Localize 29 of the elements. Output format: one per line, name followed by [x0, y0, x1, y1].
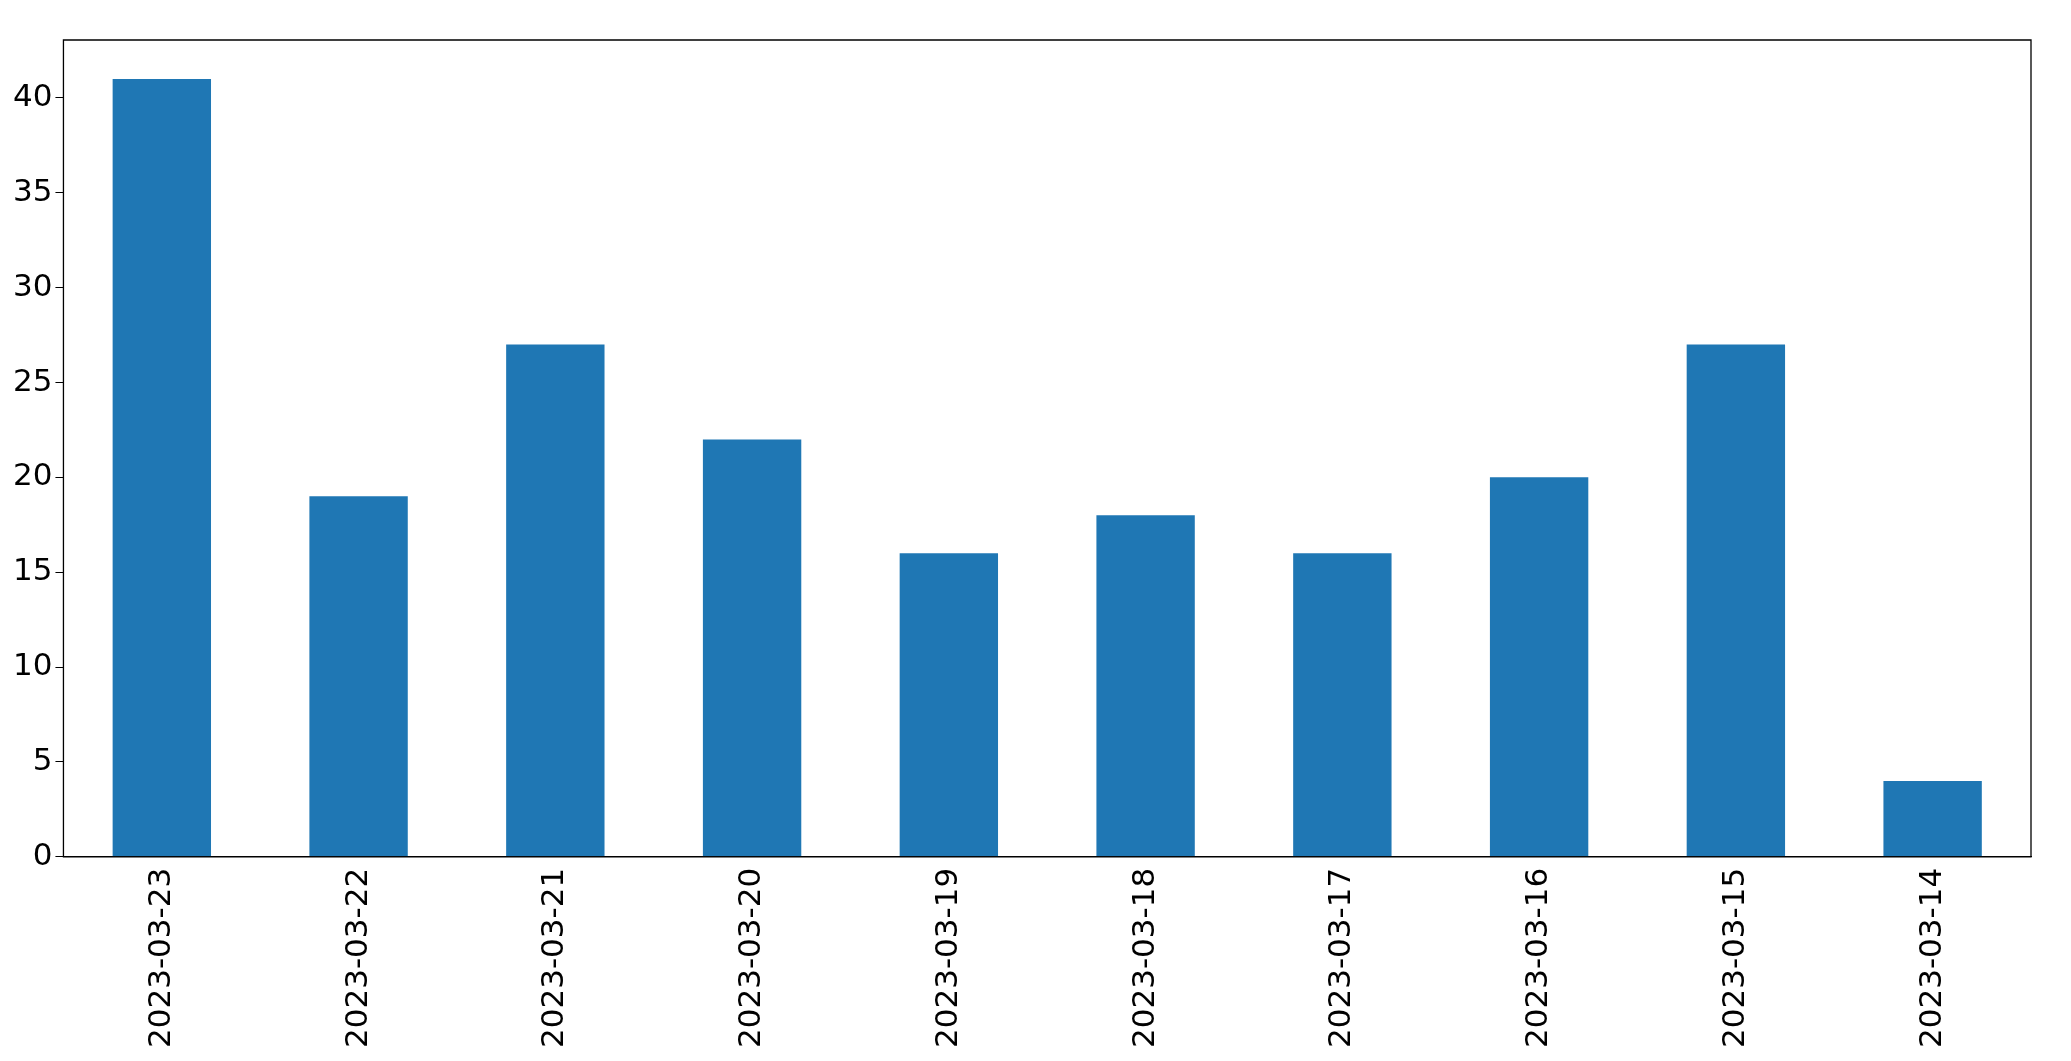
x-tick-label: 2023-03-18	[1124, 867, 1161, 1049]
bar	[1293, 553, 1392, 857]
x-tick-label: 2023-03-22	[337, 867, 374, 1049]
x-tick-label: 2023-03-21	[534, 867, 571, 1049]
y-tick-label: 40	[12, 76, 53, 113]
y-tick-label: 25	[12, 361, 53, 398]
bar	[1883, 780, 1982, 857]
y-tick-label: 0	[32, 835, 53, 872]
y-tick-label: 5	[32, 741, 53, 778]
y-tick-label: 10	[12, 646, 53, 683]
y-tick-label: 20	[12, 456, 53, 493]
x-tick-label: 2023-03-14	[1911, 867, 1948, 1049]
bar	[1096, 515, 1195, 857]
x-tick-label: 2023-03-15	[1714, 867, 1751, 1049]
y-tick-label: 30	[12, 266, 53, 303]
x-tick-label: 2023-03-23	[140, 867, 177, 1049]
y-tick-label: 35	[12, 171, 53, 208]
bar	[1489, 477, 1589, 857]
x-tick-label: 2023-03-17	[1321, 867, 1358, 1049]
y-tick-label: 15	[12, 551, 53, 588]
bar	[506, 344, 605, 857]
bar	[899, 553, 999, 857]
x-tick-label: 2023-03-16	[1518, 867, 1555, 1049]
bar	[702, 439, 802, 857]
x-tick-label: 2023-03-19	[927, 867, 964, 1049]
x-tick-label: 2023-03-20	[731, 867, 768, 1049]
bar	[112, 78, 212, 857]
bar	[309, 496, 408, 857]
bar	[1686, 344, 1786, 857]
